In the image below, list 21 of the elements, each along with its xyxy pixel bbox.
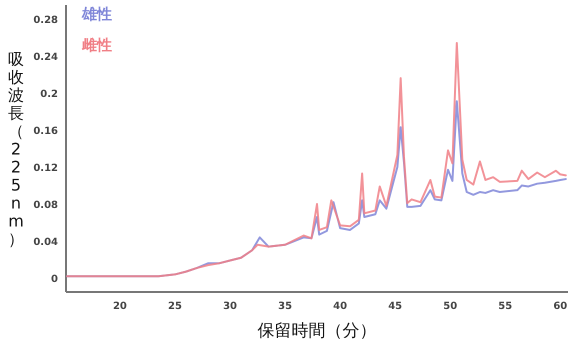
text: 吸收波長（225nm） xyxy=(8,50,24,248)
x-tick-label: 35 xyxy=(278,301,292,312)
text: 雌性 xyxy=(81,36,112,54)
y-tick-label: 0.12 xyxy=(33,163,58,174)
y-tick-label: 0.28 xyxy=(33,14,58,26)
x-tick-label: 55 xyxy=(498,301,512,312)
x-tick-label: 50 xyxy=(443,301,458,312)
x-tick-label: 25 xyxy=(168,301,182,312)
y-tick-label: 0.24 xyxy=(33,52,58,63)
y-tick-label: 0.04 xyxy=(33,237,58,248)
x-tick-label: 20 xyxy=(112,301,127,312)
x-tick-label: 45 xyxy=(388,301,402,312)
y-tick-label: 0.08 xyxy=(33,200,58,212)
x-axis-title: 保留時間（分） xyxy=(258,321,376,341)
x-tick-label: 60 xyxy=(553,301,568,312)
text: 雄性 xyxy=(81,5,112,23)
x-tick-label: 40 xyxy=(333,301,348,312)
y-tick-label: 0.2 xyxy=(40,88,58,100)
y-tick-label: 0.16 xyxy=(33,126,58,137)
x-tick-label: 30 xyxy=(223,301,238,312)
y-tick-label: 0 xyxy=(51,274,58,286)
